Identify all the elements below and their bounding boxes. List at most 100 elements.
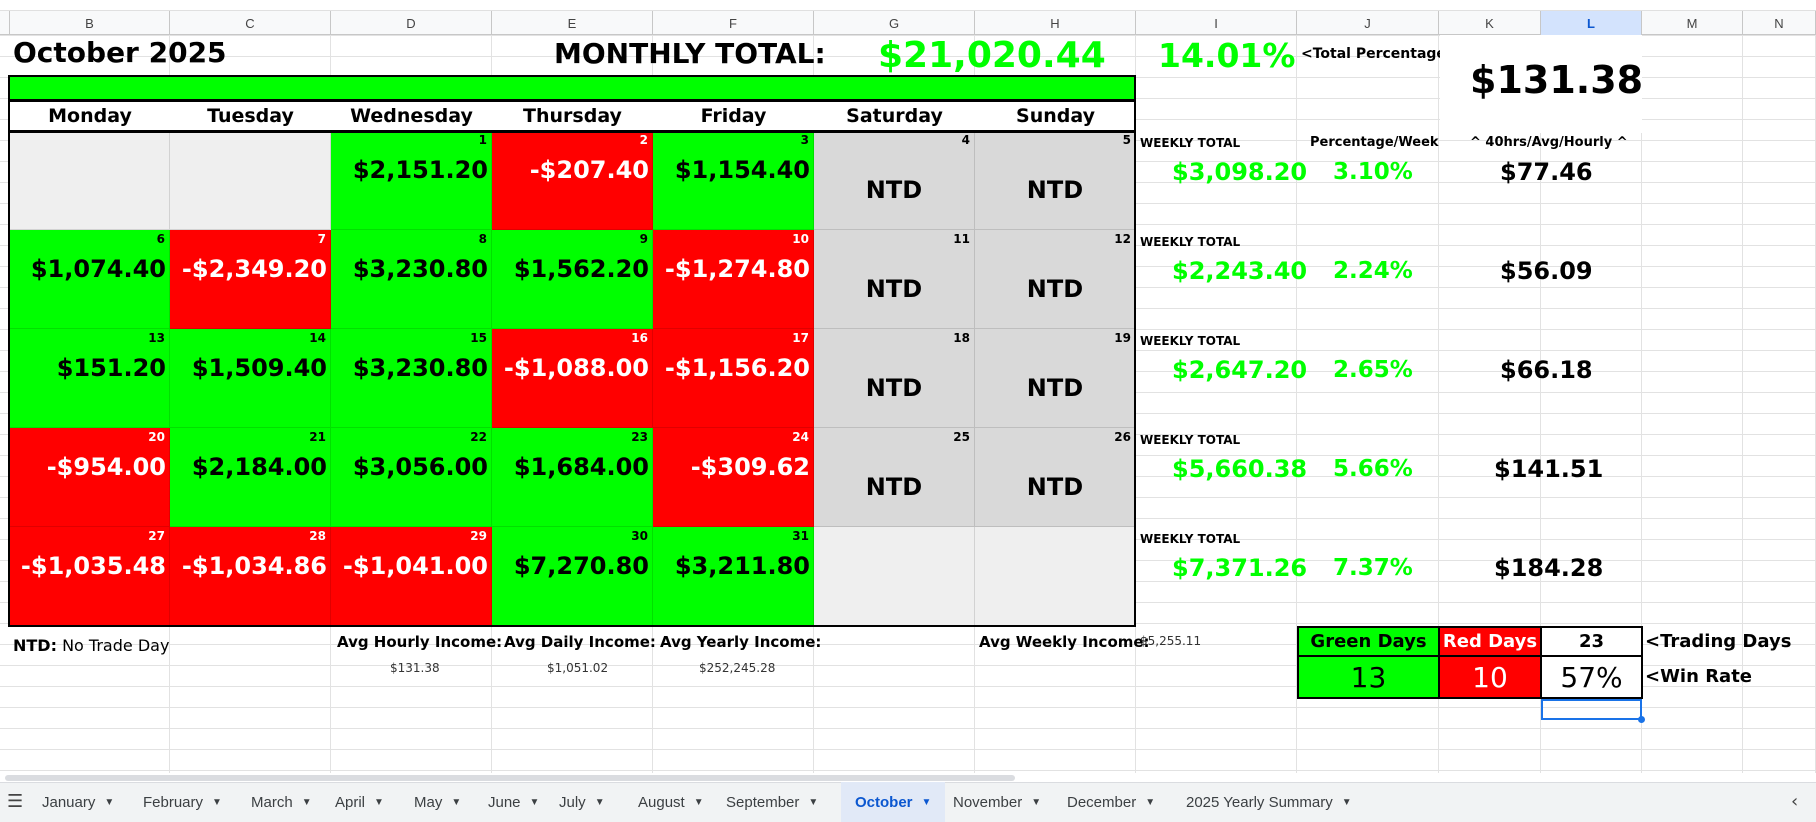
weekly-hourly-value: $56.09 xyxy=(1500,257,1593,285)
avg-yearly-label: Avg Yearly Income: xyxy=(660,633,822,651)
column-header-e[interactable]: E xyxy=(492,11,653,35)
column-header-m[interactable]: M xyxy=(1642,11,1743,35)
select-all-corner[interactable] xyxy=(0,11,10,35)
sheet-tab-january[interactable]: January ▼ xyxy=(42,782,114,822)
sheet-tab-september[interactable]: September ▼ xyxy=(726,782,818,822)
empty-day-cell[interactable] xyxy=(814,527,975,626)
chevron-down-icon[interactable]: ▼ xyxy=(808,796,819,808)
day-cell[interactable]: 24 -$309.62 xyxy=(653,428,814,527)
day-cell[interactable]: 9 $1,562.20 xyxy=(492,230,653,329)
day-cell[interactable]: 2 -$207.40 xyxy=(492,131,653,230)
win-rate-value[interactable]: 57% xyxy=(1540,655,1643,699)
weekly-total-label: WEEKLY TOTAL xyxy=(1140,235,1241,249)
chevron-down-icon[interactable]: ▼ xyxy=(212,796,222,808)
chevron-down-icon[interactable]: ▼ xyxy=(1341,796,1352,808)
column-header-c[interactable]: C xyxy=(170,11,331,35)
column-header-k[interactable]: K xyxy=(1439,11,1541,35)
monthly-total-label: MONTHLY TOTAL: xyxy=(554,37,826,70)
column-header-j[interactable]: J xyxy=(1297,11,1439,35)
day-cell[interactable]: 30 $7,270.80 xyxy=(492,527,653,626)
day-cell[interactable]: 20 -$954.00 xyxy=(10,428,170,527)
sheet-tab-2025-yearly-summary[interactable]: 2025 Yearly Summary ▼ xyxy=(1186,782,1352,822)
day-cell[interactable]: 31 $3,211.80 xyxy=(653,527,814,626)
day-cell[interactable]: 21 $2,184.00 xyxy=(170,428,331,527)
day-cell[interactable]: 29 -$1,041.00 xyxy=(331,527,492,626)
day-cell[interactable]: 4 NTD xyxy=(814,131,975,230)
day-cell[interactable]: 23 $1,684.00 xyxy=(492,428,653,527)
scrollbar-thumb[interactable] xyxy=(5,775,1015,781)
day-number: 20 xyxy=(148,430,165,444)
day-cell[interactable]: 25 NTD xyxy=(814,428,975,527)
day-cell[interactable]: 5 NTD xyxy=(975,131,1136,230)
day-cell[interactable]: 26 NTD xyxy=(975,428,1136,527)
day-cell[interactable]: 11 NTD xyxy=(814,230,975,329)
column-header-g[interactable]: G xyxy=(814,11,975,35)
sheet-tab-june[interactable]: June ▼ xyxy=(488,782,539,822)
day-pnl-value: $3,056.00 xyxy=(352,453,488,481)
day-cell[interactable]: 19 NTD xyxy=(975,329,1136,428)
column-header-d[interactable]: D xyxy=(331,11,492,35)
weekday-header-monday: Monday xyxy=(48,105,132,127)
day-cell[interactable]: 6 $1,074.40 xyxy=(10,230,170,329)
sheet-tab-label: September xyxy=(726,793,800,811)
day-cell[interactable]: 18 NTD xyxy=(814,329,975,428)
sheet-tab-february[interactable]: February ▼ xyxy=(143,782,222,822)
day-cell[interactable]: 15 $3,230.80 xyxy=(331,329,492,428)
day-number: 23 xyxy=(631,430,648,444)
chevron-down-icon[interactable]: ▼ xyxy=(693,796,704,808)
fill-handle[interactable] xyxy=(1638,716,1645,723)
day-cell[interactable]: 8 $3,230.80 xyxy=(331,230,492,329)
avg-daily-value: $1,051.02 xyxy=(547,661,609,675)
column-header-h[interactable]: H xyxy=(975,11,1136,35)
day-cell[interactable]: 3 $1,154.40 xyxy=(653,131,814,230)
sheet-tab-april[interactable]: April ▼ xyxy=(335,782,384,822)
sheet-tab-august[interactable]: August ▼ xyxy=(638,782,704,822)
chevron-down-icon[interactable]: ▼ xyxy=(1031,796,1042,808)
trading-days-value[interactable]: 23 xyxy=(1540,626,1643,657)
sheet-tab-october[interactable]: October ▼ xyxy=(841,782,946,822)
day-cell[interactable]: 12 NTD xyxy=(975,230,1136,329)
chevron-down-icon[interactable]: ▼ xyxy=(451,796,462,808)
day-pnl-value: -$1,156.20 xyxy=(664,354,810,382)
empty-day-cell[interactable] xyxy=(170,131,331,230)
chevron-down-icon[interactable]: ▼ xyxy=(301,796,312,808)
chevron-down-icon[interactable]: ▼ xyxy=(529,796,540,808)
sheet-tab-label: May xyxy=(414,793,443,811)
all-sheets-menu-icon[interactable]: ☰ xyxy=(7,791,24,812)
sheet-tab-march[interactable]: March ▼ xyxy=(251,782,312,822)
green-days-count: 13 xyxy=(1297,655,1440,699)
weekly-percentage-value: 2.65% xyxy=(1333,357,1413,383)
day-cell[interactable]: 16 -$1,088.00 xyxy=(492,329,653,428)
column-header-i[interactable]: I xyxy=(1136,11,1297,35)
chevron-down-icon[interactable]: ▼ xyxy=(374,796,384,808)
day-cell[interactable]: 14 $1,509.40 xyxy=(170,329,331,428)
column-header-f[interactable]: F xyxy=(653,11,814,35)
empty-day-cell[interactable] xyxy=(10,131,170,230)
sheet-tab-december[interactable]: December ▼ xyxy=(1067,782,1155,822)
day-cell[interactable]: 22 $3,056.00 xyxy=(331,428,492,527)
chevron-down-icon[interactable]: ▼ xyxy=(594,796,605,808)
day-cell[interactable]: 27 -$1,035.48 xyxy=(10,527,170,626)
chevron-down-icon[interactable]: ▼ xyxy=(921,796,932,808)
day-cell[interactable]: 10 -$1,274.80 xyxy=(653,230,814,329)
column-header-n[interactable]: N xyxy=(1743,11,1816,35)
sheet-tab-july[interactable]: July ▼ xyxy=(559,782,605,822)
chevron-down-icon[interactable]: ▼ xyxy=(1145,796,1156,808)
sheet-tab-may[interactable]: May ▼ xyxy=(414,782,461,822)
empty-day-cell[interactable] xyxy=(975,527,1136,626)
selected-cell[interactable] xyxy=(1541,699,1642,720)
day-cell[interactable]: 1 $2,151.20 xyxy=(331,131,492,230)
column-header-l[interactable]: L xyxy=(1541,11,1642,35)
column-header-b[interactable]: B xyxy=(10,11,170,35)
column-gridline xyxy=(1641,35,1642,775)
day-cell[interactable]: 13 $151.20 xyxy=(10,329,170,428)
day-cell[interactable]: 28 -$1,034.86 xyxy=(170,527,331,626)
day-cell[interactable]: 17 -$1,156.20 xyxy=(653,329,814,428)
sheet-tab-label: 2025 Yearly Summary xyxy=(1186,793,1333,811)
sheet-tab-november[interactable]: November ▼ xyxy=(953,782,1041,822)
avg-yearly-value: $252,245.28 xyxy=(699,661,776,675)
scroll-tabs-left-icon[interactable]: ‹ xyxy=(1791,791,1799,812)
chevron-down-icon[interactable]: ▼ xyxy=(104,796,115,808)
day-cell[interactable]: 7 -$2,349.20 xyxy=(170,230,331,329)
